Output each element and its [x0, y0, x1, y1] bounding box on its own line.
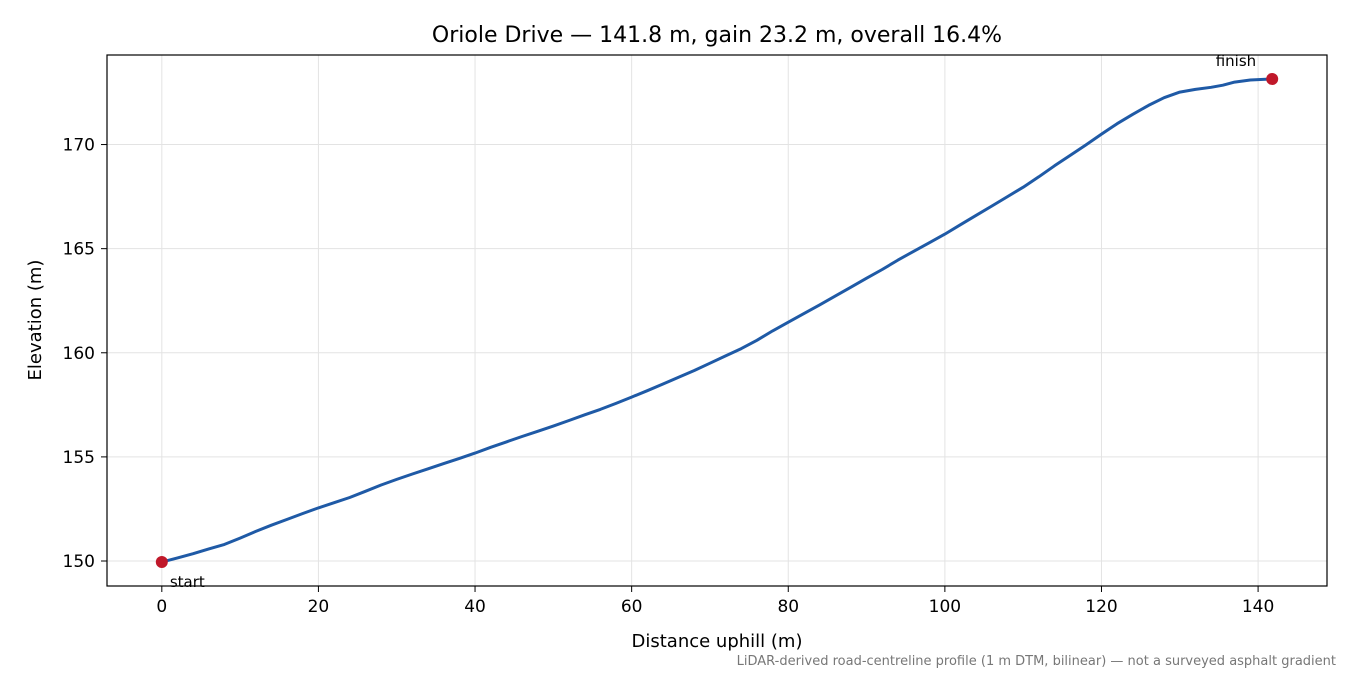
x-axis-label: Distance uphill (m) [632, 631, 803, 652]
start-marker [155, 556, 168, 569]
marker-layer: start finish [155, 52, 1279, 591]
x-tick-label: 120 [1085, 597, 1117, 617]
x-axis-ticks: 0 20 40 60 80 100 120 140 [156, 586, 1274, 617]
x-tick-label: 40 [464, 597, 486, 617]
chart-title: Oriole Drive — 141.8 m, gain 23.2 m, ove… [432, 23, 1002, 48]
plot-frame [106, 54, 1328, 587]
x-tick-label: 20 [308, 597, 330, 617]
x-tick-label: 60 [621, 597, 643, 617]
series-layer [160, 77, 1274, 564]
start-label: start [170, 573, 205, 591]
elevation-profile-line [160, 77, 1274, 564]
x-tick-label: 140 [1242, 597, 1274, 617]
y-axis-ticks: 150 155 160 165 170 [63, 136, 107, 572]
y-tick-label: 160 [63, 344, 95, 364]
y-tick-label: 165 [63, 240, 95, 260]
y-tick-label: 150 [63, 552, 95, 572]
y-axis-label: Elevation (m) [25, 260, 46, 381]
finish-marker [1266, 72, 1279, 85]
y-tick-label: 170 [63, 136, 95, 156]
finish-label: finish [1216, 52, 1256, 70]
x-tick-label: 0 [156, 597, 167, 617]
y-tick-label: 155 [63, 448, 95, 468]
grid-lines [107, 55, 1327, 586]
footnote: LiDAR-derived road-centreline profile (1… [737, 654, 1336, 669]
x-tick-label: 100 [929, 597, 961, 617]
x-tick-label: 80 [777, 597, 799, 617]
